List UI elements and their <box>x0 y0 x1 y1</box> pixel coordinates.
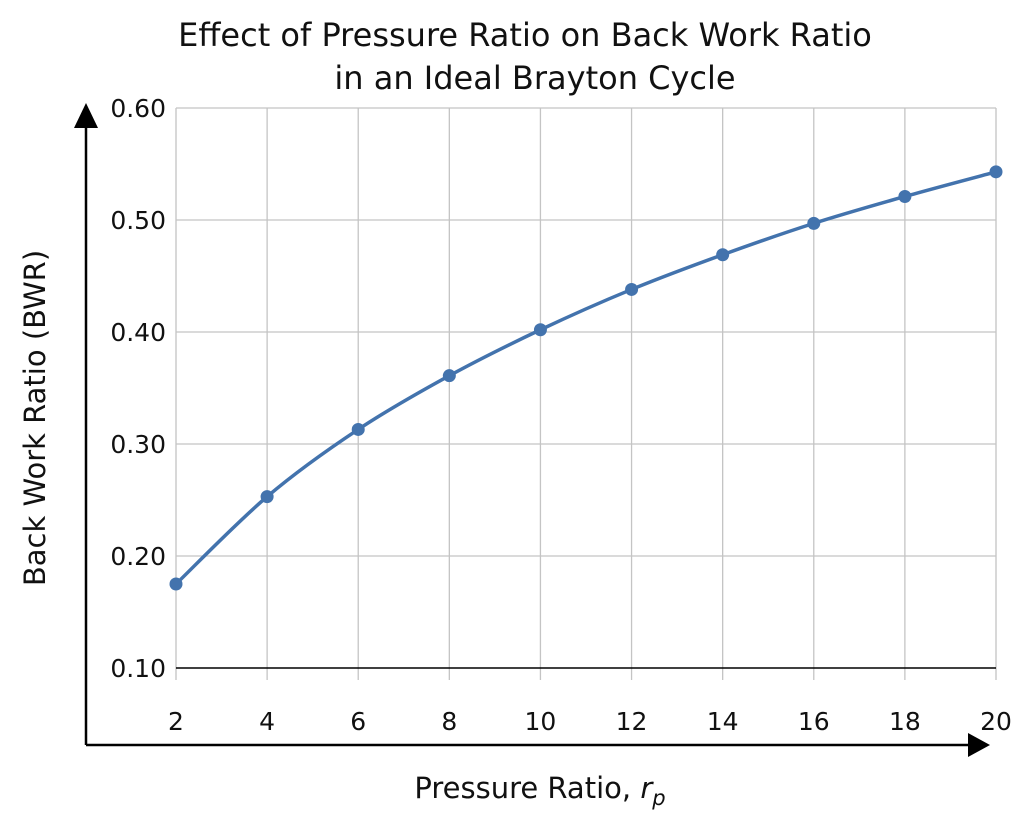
series-bwr <box>169 165 1003 591</box>
x-tick-label: 8 <box>441 707 457 736</box>
y-axis-label: Back Work Ratio (BWR) <box>18 250 52 586</box>
chart-title-line-2: in an Ideal Brayton Cycle <box>334 59 735 97</box>
data-point <box>351 422 365 436</box>
data-point <box>260 490 274 504</box>
x-tick-label: 12 <box>616 707 648 736</box>
x-tick-label: 20 <box>980 707 1012 736</box>
x-tick-label: 18 <box>889 707 921 736</box>
chart-title-line-1: Effect of Pressure Ratio on Back Work Ra… <box>178 16 872 54</box>
y-tick-label: 0.10 <box>110 654 166 683</box>
y-tick-label: 0.50 <box>110 206 166 235</box>
data-point <box>442 369 456 383</box>
data-point <box>989 165 1003 179</box>
data-point <box>169 577 183 591</box>
y-tick-label: 0.40 <box>110 318 166 347</box>
data-point <box>807 216 821 230</box>
gridlines <box>175 107 997 680</box>
data-point <box>625 282 639 296</box>
x-tick-label: 10 <box>525 707 557 736</box>
data-point <box>898 189 912 203</box>
x-arrowhead <box>968 733 990 757</box>
x-tick-label: 4 <box>259 707 275 736</box>
x-axis-label: Pressure Ratio, rp <box>414 771 665 810</box>
y-tick-label: 0.30 <box>110 430 166 459</box>
x-tick-label: 6 <box>350 707 366 736</box>
x-tick-label: 14 <box>707 707 739 736</box>
x-tick-label: 16 <box>798 707 830 736</box>
data-point <box>716 248 730 262</box>
data-point <box>533 323 547 337</box>
y-tick-label: 0.20 <box>110 542 166 571</box>
series-line <box>174 170 997 586</box>
y-arrowhead <box>74 103 98 128</box>
y-tick-label: 0.60 <box>110 94 166 123</box>
x-tick-label: 2 <box>168 707 184 736</box>
tick-labels: 2 4 6 8 10 12 14 16 18 20 0.10 0.20 0.30 0.40 0.50 0.60 <box>110 94 1012 736</box>
